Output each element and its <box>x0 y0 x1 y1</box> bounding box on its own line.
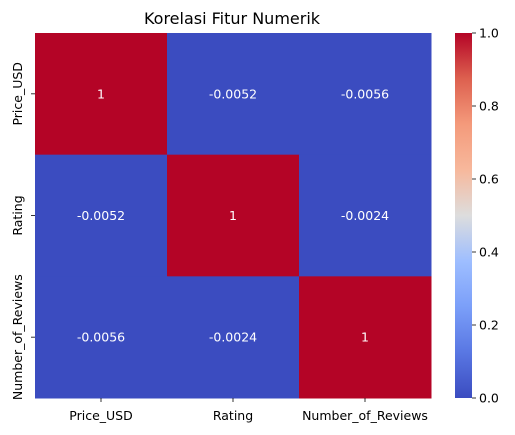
chart-title: Korelasi Fitur Numerik <box>144 9 321 28</box>
y-tick-label: Number_of_Reviews <box>10 274 25 400</box>
cell-annotation-1-2: -0.0024 <box>341 208 389 223</box>
x-tick-label: Rating <box>213 408 253 423</box>
cell-annotation-2-1: -0.0024 <box>209 330 257 345</box>
x-tick-label: Number_of_Reviews <box>302 408 428 423</box>
colorbar-tick-label: 1.0 <box>479 26 499 41</box>
y-tick-label: Rating <box>10 195 25 235</box>
cell-annotation-1-0: -0.0052 <box>77 208 125 223</box>
cell-annotation-2-0: -0.0056 <box>77 330 125 345</box>
colorbar-tick-label: 0.2 <box>479 318 499 333</box>
colorbar <box>455 33 472 398</box>
x-tick-label: Price_USD <box>69 408 132 423</box>
colorbar-tick-label: 0.6 <box>479 172 499 187</box>
cell-annotation-0-1: -0.0052 <box>209 86 257 101</box>
colorbar-tick-label: 0.4 <box>479 245 499 260</box>
cell-annotation-1-1: 1 <box>229 208 237 223</box>
y-tick-label: Price_USD <box>10 62 25 125</box>
cell-annotation-0-0: 1 <box>97 86 105 101</box>
colorbar-tick-label: 0.0 <box>479 391 499 406</box>
colorbar-tick-label: 0.8 <box>479 99 499 114</box>
cell-annotation-0-2: -0.0056 <box>341 86 389 101</box>
cell-annotation-2-2: 1 <box>361 330 369 345</box>
